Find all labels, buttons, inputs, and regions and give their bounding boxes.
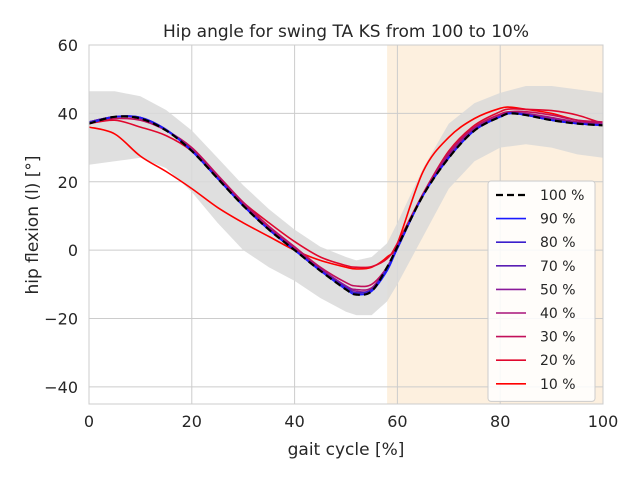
legend-label: 80 % xyxy=(540,235,576,251)
x-axis-label: gait cycle [%] xyxy=(288,440,405,460)
y-tick-label: 0 xyxy=(68,241,78,260)
x-tick-labels: 0 20 40 60 80 100 xyxy=(84,412,618,431)
legend-label: 100 % xyxy=(540,188,584,204)
plot-frame xyxy=(88,44,604,405)
legend-label: 70 % xyxy=(540,259,576,275)
x-tick-label: 0 xyxy=(84,412,94,431)
chart-title: Hip angle for swing TA KS from 100 to 10… xyxy=(163,22,529,42)
legend-label: 20 % xyxy=(540,353,576,369)
legend: 100 % 90 % 80 % 70 % 50 % 40 % 30 % 20 % 10 % xyxy=(487,180,596,402)
x-tick-label: 20 xyxy=(182,412,202,431)
y-tick-label: 60 xyxy=(58,36,78,55)
legend-box xyxy=(487,180,596,402)
variability-band xyxy=(89,86,603,316)
y-tick-label: 40 xyxy=(58,104,78,123)
y-tick-label: 20 xyxy=(58,173,78,192)
legend-label: 90 % xyxy=(540,212,576,228)
legend-label: 50 % xyxy=(540,282,576,298)
y-tick-labels: −40 −20 0 20 40 60 xyxy=(44,36,78,397)
x-tick-label: 100 xyxy=(588,412,619,431)
series-line-10pct xyxy=(88,106,604,270)
x-tick-label: 40 xyxy=(284,412,304,431)
legend-label: 30 % xyxy=(540,330,576,346)
x-tick-label: 60 xyxy=(387,412,407,431)
series-line-100pct xyxy=(88,112,604,296)
y-tick-label: −20 xyxy=(44,310,78,329)
y-axis-label: hip flexion (l) [°] xyxy=(23,155,43,294)
legend-label: 10 % xyxy=(540,377,576,393)
series-lines xyxy=(88,106,604,296)
legend-label: 40 % xyxy=(540,306,576,322)
x-tick-label: 80 xyxy=(490,412,510,431)
y-tick-label: −40 xyxy=(44,378,78,397)
series-line-30pct xyxy=(88,110,604,288)
